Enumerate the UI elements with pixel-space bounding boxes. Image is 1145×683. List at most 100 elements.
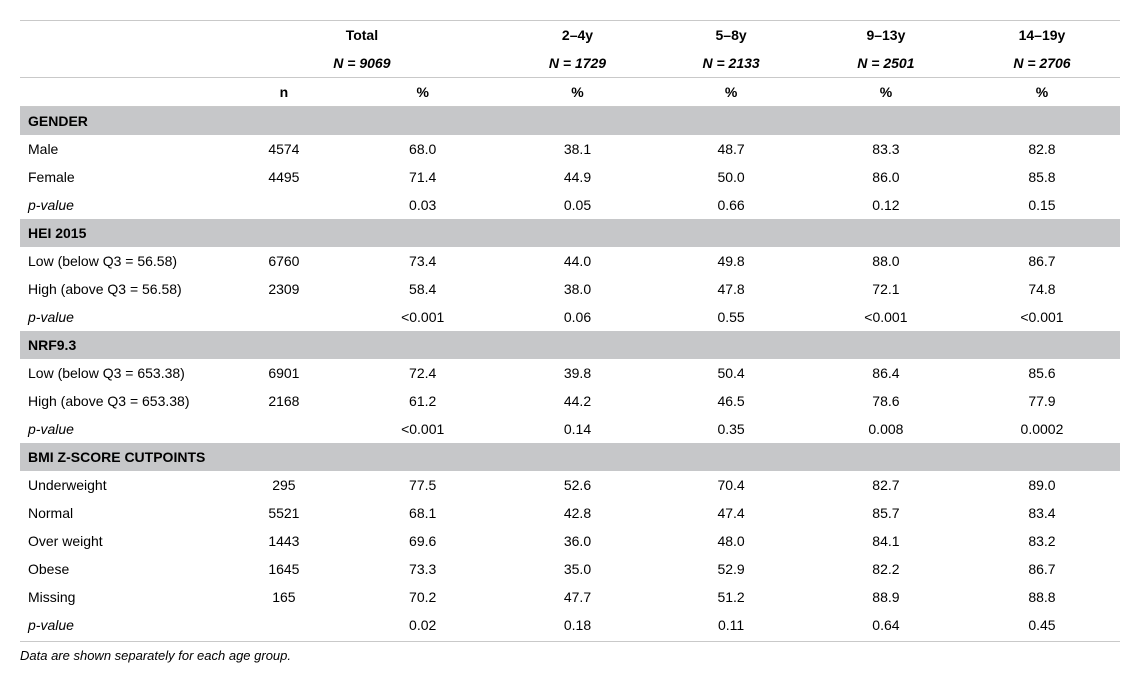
cell: 38.0 [501, 275, 655, 303]
cell: 73.3 [345, 555, 501, 583]
cell: 88.8 [964, 583, 1120, 611]
section-header: HEI 2015 [20, 219, 1120, 247]
section-header: BMI Z-SCORE CUTPOINTS [20, 443, 1120, 471]
row-label: p-value [20, 191, 223, 219]
cell: 72.1 [808, 275, 964, 303]
col-group-9-13y: 9–13y [808, 21, 964, 50]
section-header: GENDER [20, 107, 1120, 136]
cell: 0.0002 [964, 415, 1120, 443]
cell: 51.2 [654, 583, 808, 611]
cell: 86.4 [808, 359, 964, 387]
cell: 0.03 [345, 191, 501, 219]
cell: 0.14 [501, 415, 655, 443]
table-row: High (above Q3 = 56.58)230958.438.047.87… [20, 275, 1120, 303]
section-header: NRF9.3 [20, 331, 1120, 359]
header-row-units: n % % % % % [20, 78, 1120, 107]
cell: 83.4 [964, 499, 1120, 527]
row-label: Female [20, 163, 223, 191]
table-row: p-value<0.0010.060.55<0.001<0.001 [20, 303, 1120, 331]
cell: 44.2 [501, 387, 655, 415]
cell: <0.001 [345, 415, 501, 443]
cell: 6760 [223, 247, 345, 275]
cell: 46.5 [654, 387, 808, 415]
cell: 70.4 [654, 471, 808, 499]
table-row: Low (below Q3 = 653.38)690172.439.850.48… [20, 359, 1120, 387]
cell: 47.7 [501, 583, 655, 611]
unit-pct-9-13y: % [808, 78, 964, 107]
col-n-2-4y: N = 1729 [501, 49, 655, 78]
section-title: NRF9.3 [20, 331, 1120, 359]
col-group-5-8y: 5–8y [654, 21, 808, 50]
cell: 86.0 [808, 163, 964, 191]
cell: 47.4 [654, 499, 808, 527]
cell: 50.0 [654, 163, 808, 191]
unit-n: n [223, 78, 345, 107]
cell: 165 [223, 583, 345, 611]
cell: 38.1 [501, 135, 655, 163]
row-label: High (above Q3 = 653.38) [20, 387, 223, 415]
table-row: Low (below Q3 = 56.58)676073.444.049.888… [20, 247, 1120, 275]
cell: 86.7 [964, 555, 1120, 583]
unit-pct-total: % [345, 78, 501, 107]
row-label: Male [20, 135, 223, 163]
cell: 61.2 [345, 387, 501, 415]
cell: 84.1 [808, 527, 964, 555]
cell: 50.4 [654, 359, 808, 387]
cell: <0.001 [964, 303, 1120, 331]
section-title: GENDER [20, 107, 1120, 136]
row-label: p-value [20, 303, 223, 331]
section-title: HEI 2015 [20, 219, 1120, 247]
cell: 85.8 [964, 163, 1120, 191]
cell: 48.7 [654, 135, 808, 163]
cell: 47.8 [654, 275, 808, 303]
data-table: Total 2–4y 5–8y 9–13y 14–19y N = 9069 N … [20, 20, 1120, 639]
cell: 295 [223, 471, 345, 499]
col-n-5-8y: N = 2133 [654, 49, 808, 78]
cell: 52.6 [501, 471, 655, 499]
cell: 83.3 [808, 135, 964, 163]
row-label: Normal [20, 499, 223, 527]
col-group-total: Total [223, 21, 501, 50]
cell [223, 303, 345, 331]
cell: 2309 [223, 275, 345, 303]
cell: 1443 [223, 527, 345, 555]
col-n-9-13y: N = 2501 [808, 49, 964, 78]
row-label: Missing [20, 583, 223, 611]
cell: 0.05 [501, 191, 655, 219]
cell: <0.001 [808, 303, 964, 331]
cell: 1645 [223, 555, 345, 583]
row-label: Underweight [20, 471, 223, 499]
col-group-14-19y: 14–19y [964, 21, 1120, 50]
cell: 0.06 [501, 303, 655, 331]
cell: 0.18 [501, 611, 655, 639]
table-row: Over weight144369.636.048.084.183.2 [20, 527, 1120, 555]
cell: 44.9 [501, 163, 655, 191]
cell [223, 415, 345, 443]
section-title: BMI Z-SCORE CUTPOINTS [20, 443, 1120, 471]
header-row-n: N = 9069 N = 1729 N = 2133 N = 2501 N = … [20, 49, 1120, 78]
table-row: High (above Q3 = 653.38)216861.244.246.5… [20, 387, 1120, 415]
cell: 88.9 [808, 583, 964, 611]
cell: 82.8 [964, 135, 1120, 163]
cell: 0.45 [964, 611, 1120, 639]
cell: 35.0 [501, 555, 655, 583]
cell: 0.64 [808, 611, 964, 639]
row-label: Over weight [20, 527, 223, 555]
col-group-2-4y: 2–4y [501, 21, 655, 50]
cell: 5521 [223, 499, 345, 527]
cell: 52.9 [654, 555, 808, 583]
header-row-groups: Total 2–4y 5–8y 9–13y 14–19y [20, 21, 1120, 50]
cell: 68.0 [345, 135, 501, 163]
cell: 77.5 [345, 471, 501, 499]
cell [223, 191, 345, 219]
table-row: Male457468.038.148.783.382.8 [20, 135, 1120, 163]
unit-pct-2-4y: % [501, 78, 655, 107]
cell: 73.4 [345, 247, 501, 275]
table-row: Female449571.444.950.086.085.8 [20, 163, 1120, 191]
table-row: Obese164573.335.052.982.286.7 [20, 555, 1120, 583]
col-n-total: N = 9069 [223, 49, 501, 78]
cell: 58.4 [345, 275, 501, 303]
table-row: Missing16570.247.751.288.988.8 [20, 583, 1120, 611]
cell: 2168 [223, 387, 345, 415]
cell: 6901 [223, 359, 345, 387]
